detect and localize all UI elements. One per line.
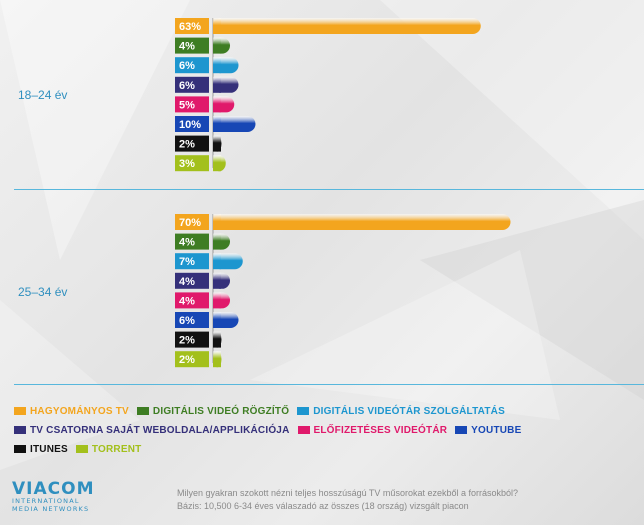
bar-base (213, 135, 221, 152)
legend-item: TORRENT (75, 443, 142, 455)
value-label-box (175, 155, 209, 172)
legend-row: ITUNES TORRENT (14, 442, 149, 456)
value-label: 3% (179, 158, 195, 170)
bar-base (213, 272, 221, 289)
value-label: 6% (179, 315, 195, 327)
value-label: 2% (179, 139, 195, 151)
value-label: 63% (179, 21, 201, 33)
logo-wordmark: VIACOM (12, 479, 95, 499)
bar-base (213, 292, 221, 309)
value-label: 4% (179, 237, 195, 249)
bar (213, 116, 256, 132)
value-label-box (175, 351, 209, 368)
legend-row: HAGYOMÁNYOS TV DIGITÁLIS VIDEÓ RÖGZÍTŐ DIG… (14, 404, 513, 418)
footnote-base: Bázis: 10,500 6-34 éves válaszadó az öss… (177, 501, 469, 511)
value-label-box (175, 76, 209, 93)
legend-label: TORRENT (91, 443, 142, 455)
viacom-logo: VIACOM INTERNATIONAL MEDIA NETWORKS (12, 481, 94, 513)
legend-label: YOUTUBE (471, 424, 522, 436)
value-label: 5% (179, 99, 195, 111)
value-label-box (175, 57, 209, 74)
value-label: 4% (179, 41, 195, 53)
value-label-box (175, 312, 209, 328)
value-label-box (175, 116, 209, 132)
legend-swatch (14, 426, 26, 434)
legend-item: DIGITÁLIS VIDEÓTÁR SZOLGÁLTATÁS (297, 406, 505, 417)
bar-base (213, 37, 221, 54)
legend-label: DIGITÁLIS VIDEÓTÁR SZOLGÁLTATÁS (313, 405, 505, 417)
bar-base (213, 312, 221, 328)
bar (213, 18, 481, 34)
legend-label: ELŐFIZETÉSES VIDEÓTÁR (313, 424, 448, 436)
bar-base (213, 331, 221, 348)
legend-swatch (455, 426, 468, 434)
legend-label: DIGITÁLIS VIDEÓ RÖGZÍTŐ (152, 405, 290, 417)
group-divider (14, 189, 644, 190)
bar-base (213, 57, 221, 74)
value-label: 7% (179, 256, 195, 268)
legend-swatch (297, 407, 310, 415)
value-label-box (175, 18, 209, 34)
value-label: 6% (179, 60, 195, 72)
value-label-box (175, 135, 209, 152)
bar-base (213, 351, 221, 368)
legend-swatch (297, 426, 310, 434)
bar-base (213, 76, 221, 93)
bar-base (213, 253, 221, 270)
legend-swatch (14, 445, 26, 453)
logo-subline-2: MEDIA NETWORKS (12, 504, 90, 513)
legend-divider (14, 384, 644, 385)
bar-base (213, 155, 221, 172)
value-label-box (175, 292, 209, 309)
legend-item: ELŐFIZETÉSES VIDEÓTÁR (297, 424, 448, 436)
bar-base (213, 96, 221, 113)
value-label: 2% (179, 354, 195, 366)
bar-base (213, 214, 221, 230)
value-label-box (175, 253, 209, 270)
group-label-18-24: 18–24 év (18, 88, 68, 102)
legend-item: HAGYOMÁNYOS TV (14, 406, 129, 417)
legend-label: TV CSATORNA SAJÁT WEBOLDALA/APPLIKÁCIÓJA (30, 424, 290, 436)
legend-item: DIGITÁLIS VIDEÓ RÖGZÍTŐ (136, 405, 290, 417)
legend-item: YOUTUBE (455, 425, 521, 436)
legend-row: TV CSATORNA SAJÁT WEBOLDALA/APPLIKÁCIÓJA… (14, 423, 529, 437)
legend-item: ITUNES (14, 444, 68, 455)
value-label-box (175, 272, 209, 289)
footnote-question: Milyen gyakran szokott nézni teljes hoss… (177, 488, 519, 498)
legend-label: ITUNES (30, 443, 68, 455)
value-label-box (175, 331, 209, 348)
bar-base (213, 233, 221, 250)
value-label: 4% (179, 276, 195, 288)
value-label-box (175, 37, 209, 54)
value-label: 6% (179, 80, 195, 92)
legend-swatch (14, 407, 26, 415)
legend-label: HAGYOMÁNYOS TV (30, 405, 129, 417)
value-label: 2% (179, 335, 195, 347)
value-label: 4% (179, 295, 195, 307)
logo-subline-1: INTERNATIONAL (12, 497, 80, 505)
legend-item: TV CSATORNA SAJÁT WEBOLDALA/APPLIKÁCIÓJA (14, 425, 290, 436)
legend-swatch (136, 407, 149, 415)
bar-base (213, 18, 221, 34)
value-label: 70% (179, 217, 201, 229)
bar (213, 214, 511, 230)
bar-base (213, 116, 221, 132)
value-label: 10% (179, 119, 201, 131)
legend-swatch (75, 445, 88, 453)
bar-chart: 63% 4% 6% 6% 5% 10% 2% 3% 70% 4% 7% 4% 4% 6% 2% 2% (175, 18, 511, 368)
group-label-25-34: 25–34 év (18, 285, 68, 299)
value-label-box (175, 96, 209, 113)
value-label-box (175, 214, 209, 230)
value-label-box (175, 233, 209, 250)
